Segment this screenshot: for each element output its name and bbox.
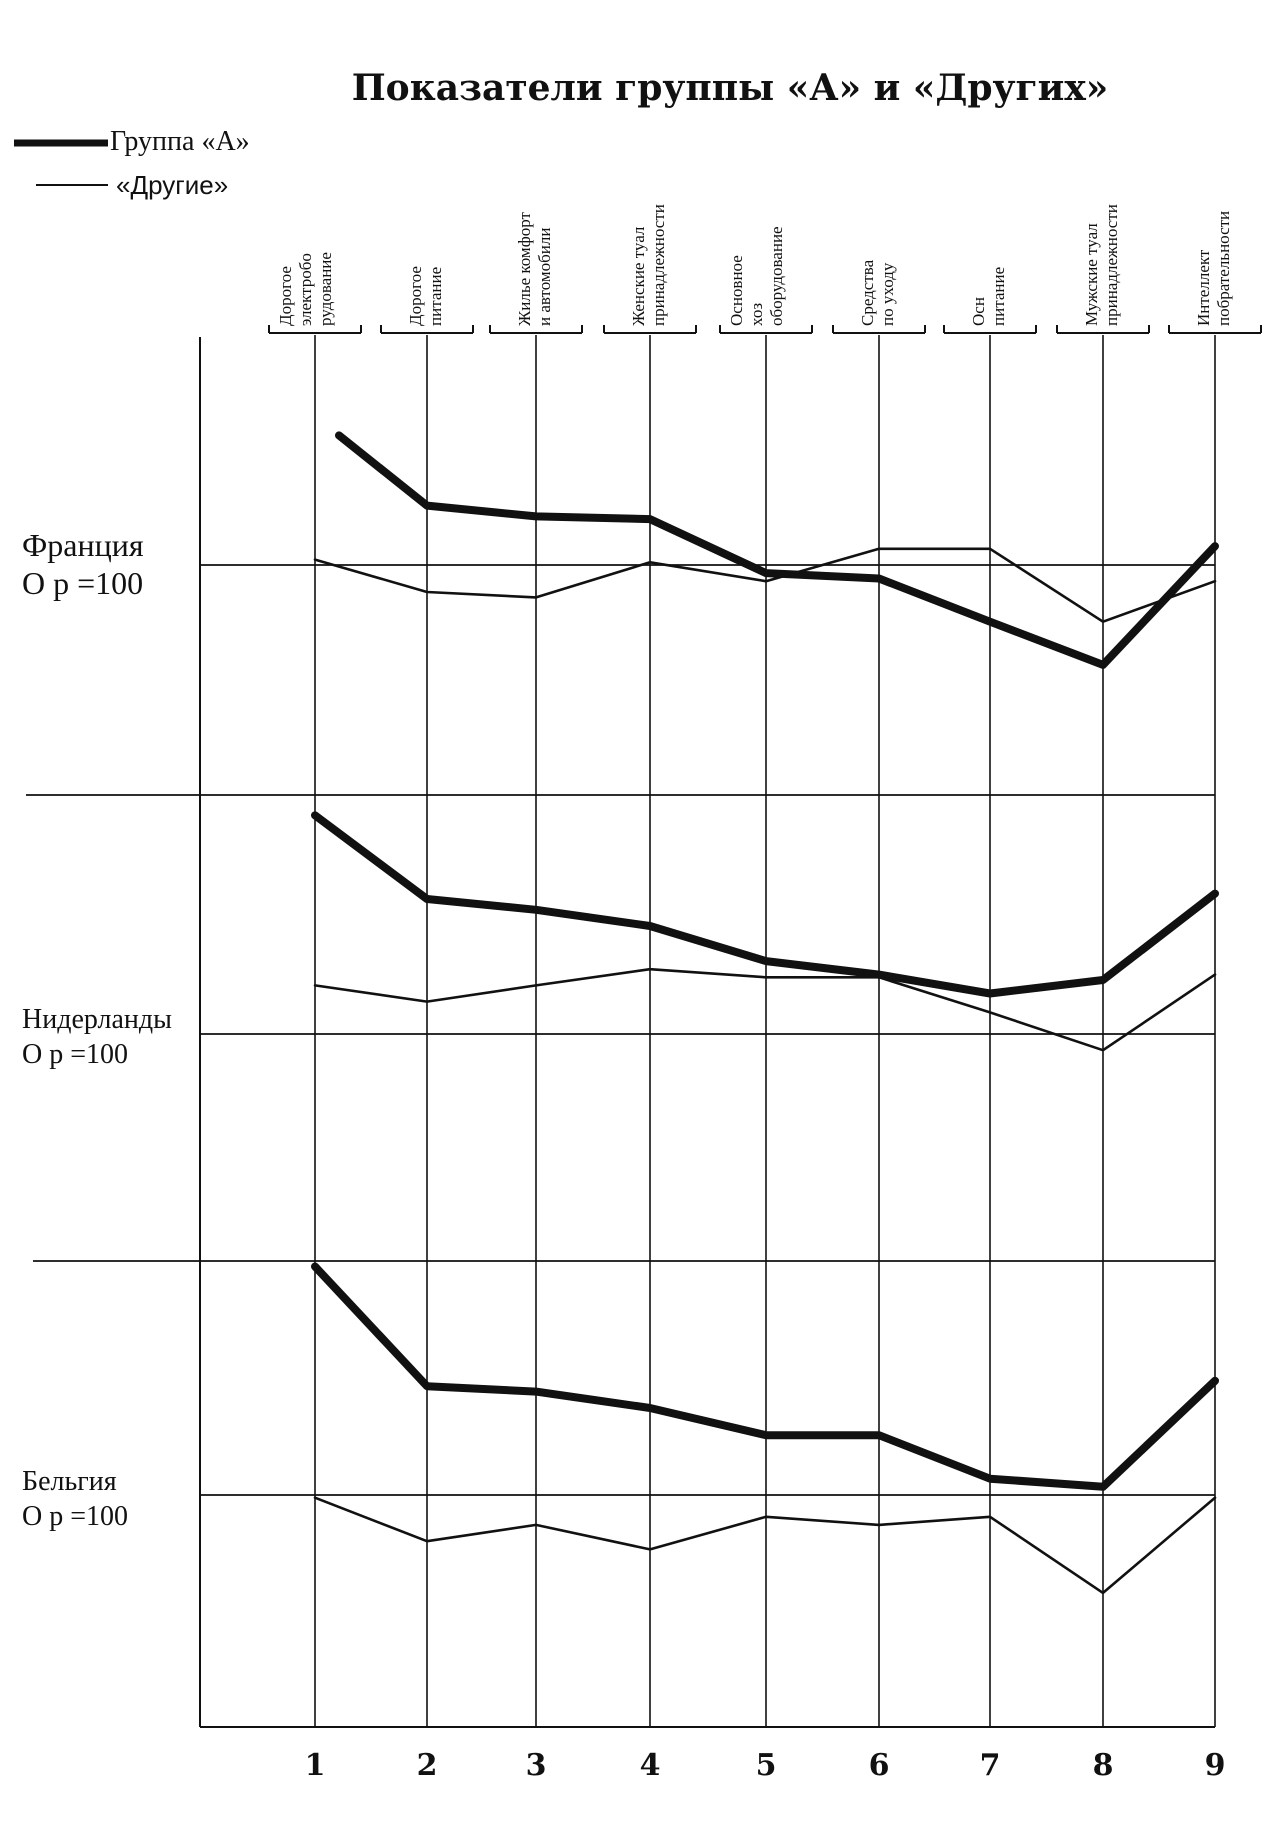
category-bracket: [1168, 325, 1262, 334]
category-bracket: [719, 325, 813, 334]
category-label: питание: [426, 267, 445, 326]
category-bracket: [380, 325, 474, 334]
series-line-others: [313, 967, 1217, 1052]
category-label: хоз: [747, 303, 766, 326]
category-label: принадлежности: [649, 204, 668, 326]
category-label: Основное: [727, 255, 746, 326]
x-tick-label: 7: [980, 1748, 1001, 1783]
category-label: электробо: [296, 253, 315, 326]
category-bracket: [268, 325, 362, 334]
x-tick-label: 3: [526, 1748, 547, 1783]
category-label: принадлежности: [1102, 204, 1121, 326]
x-tick-label: 9: [1205, 1748, 1226, 1783]
x-tick-label: 6: [869, 1748, 890, 1783]
country-label: Нидерланды: [22, 1004, 172, 1035]
category-label: Дорогое: [276, 266, 295, 326]
x-axis-ticks: 1 2 3 4 5 6 7 8 9: [305, 1748, 1226, 1783]
series-line-others: [313, 1496, 1217, 1595]
series-line-group-a: [335, 431, 1219, 669]
country-base-label: О р =100: [22, 1501, 128, 1532]
x-tick-label: 5: [756, 1748, 777, 1783]
panel-2: Нидерланды О р =100: [22, 794, 1219, 1070]
country-label: Бельгия: [22, 1466, 117, 1497]
category-label: и автомобили: [535, 228, 554, 326]
series-line-group-a: [311, 1262, 1219, 1491]
category-header-9: Интеллект побрательности: [1168, 211, 1262, 334]
series-line-group-a: [311, 811, 1219, 998]
category-bracket: [1056, 325, 1150, 334]
category-header-5: Основное хоз оборудование: [719, 226, 813, 334]
x-tick-label: 1: [305, 1748, 326, 1783]
category-label: питание: [989, 267, 1008, 326]
category-label: оборудование: [767, 226, 786, 326]
legend-label-others: «Другие»: [116, 170, 228, 200]
country-base-label: О р =100: [22, 565, 143, 601]
country-base-label: О р =100: [22, 1039, 128, 1070]
legend: Группа «А» «Другие»: [14, 126, 250, 200]
category-label: Интеллект: [1194, 249, 1213, 326]
category-header-7: Осн питание: [943, 267, 1037, 334]
category-headers: Дорогое электробо рудование Дорогое питание Ж…: [268, 204, 1262, 334]
category-label: Осн: [969, 297, 988, 326]
category-label: Дорогое: [406, 266, 425, 326]
category-label: Средства: [858, 259, 877, 326]
category-label: Женские туал: [629, 226, 648, 326]
x-tick-label: 8: [1093, 1748, 1114, 1783]
category-header-4: Женские туал принадлежности: [603, 204, 697, 334]
category-header-3: Жилье комфорт и автомобили: [489, 212, 583, 334]
category-header-1: Дорогое электробо рудование: [268, 252, 362, 334]
x-tick-label: 4: [640, 1748, 661, 1783]
category-bracket: [832, 325, 926, 334]
chart-title: Показатели группы «А» и «Других»: [352, 67, 1109, 109]
category-label: побрательности: [1214, 211, 1233, 326]
series-line-others: [313, 547, 1217, 624]
category-label: рудование: [316, 252, 335, 326]
category-bracket: [943, 325, 1037, 334]
category-label: Мужские туал: [1082, 223, 1101, 326]
category-label: по уходу: [878, 262, 897, 326]
category-bracket: [489, 325, 583, 334]
category-label: Жилье комфорт: [515, 212, 534, 326]
category-header-2: Дорогое питание: [380, 266, 474, 334]
country-label: Франция: [22, 527, 144, 563]
panel-3: Бельгия О р =100: [22, 1260, 1219, 1595]
x-tick-label: 2: [417, 1748, 438, 1783]
legend-label-group-a: Группа «А»: [110, 126, 250, 157]
category-header-8: Мужские туал принадлежности: [1056, 204, 1150, 334]
category-header-6: Средства по уходу: [832, 259, 926, 334]
category-bracket: [603, 325, 697, 334]
